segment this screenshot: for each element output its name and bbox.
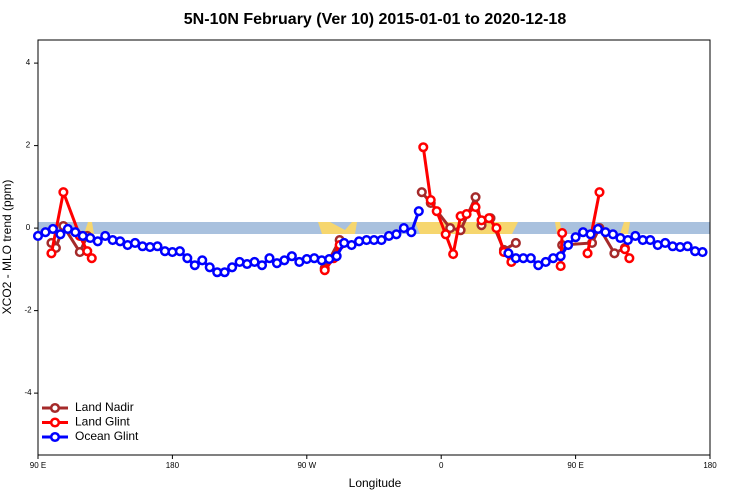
point [630,230,641,241]
point [204,262,215,273]
point [286,251,297,262]
x-tick-label: 90 E [30,461,46,470]
point [416,187,427,198]
point [92,236,103,247]
point [406,227,417,238]
legend-marker [49,417,61,428]
point [413,206,424,217]
point [582,248,593,259]
point [32,230,44,241]
point [82,246,93,257]
x-tick-label: 180 [166,461,180,470]
point [70,227,81,238]
point [585,229,596,240]
point [483,213,495,224]
ocean-band [38,222,710,234]
y-tick-label: 4 [26,58,31,67]
point [682,241,693,252]
legend-marker [49,431,61,443]
point [697,246,708,258]
y-tick-label: -4 [24,388,32,397]
point [555,261,566,272]
x-tick-label: 0 [439,461,444,470]
point [503,248,514,259]
plot-frame [37,39,711,456]
point [491,223,502,234]
point [219,267,230,278]
point [264,253,275,264]
point [391,229,402,240]
point [570,232,581,243]
point [174,246,185,257]
x-tick-label: 180 [703,461,717,470]
point [47,223,58,234]
point [319,265,330,276]
point [227,262,238,273]
chart-title: 5N-10N February (Ver 10) 2015-01-01 to 2… [184,11,567,28]
y-axis-label: XCO2 - MLO trend (ppm) [0,180,14,315]
point [619,244,630,255]
point [425,195,436,206]
point [55,229,66,240]
point [398,223,409,234]
point [555,251,566,262]
legend-label: Land Glint [75,415,130,429]
point [376,235,387,246]
point [470,192,481,203]
point [331,251,342,262]
point [182,253,193,264]
point [448,249,459,260]
point [256,260,268,271]
legend-label: Land Nadir [75,400,134,414]
point [540,256,551,267]
point [58,187,69,198]
point [470,202,481,213]
point [431,206,442,217]
point [563,239,574,251]
point [440,229,451,240]
y-tick-label: 2 [26,141,31,150]
point [346,239,357,251]
point [609,248,620,259]
point [189,260,200,271]
point [115,236,126,247]
point [461,209,472,220]
y-tick-label: -2 [24,306,32,315]
x-tick-label: 90 E [567,461,583,470]
x-axis-label: Longitude [349,476,402,490]
point [622,235,633,246]
point [86,253,97,264]
point [197,255,208,266]
point [557,228,568,239]
point [607,229,618,240]
legend-marker [49,402,61,414]
point [525,253,536,264]
point [645,235,656,246]
point [510,237,521,249]
x-tick-label: 90 W [297,461,316,470]
point [152,241,163,252]
point [624,253,635,264]
point [46,248,57,259]
legend-label: Ocean Glint [75,429,139,443]
point [100,230,111,241]
point [279,255,290,266]
y-tick-label: 0 [26,223,31,232]
point [594,187,605,198]
point [418,142,429,153]
